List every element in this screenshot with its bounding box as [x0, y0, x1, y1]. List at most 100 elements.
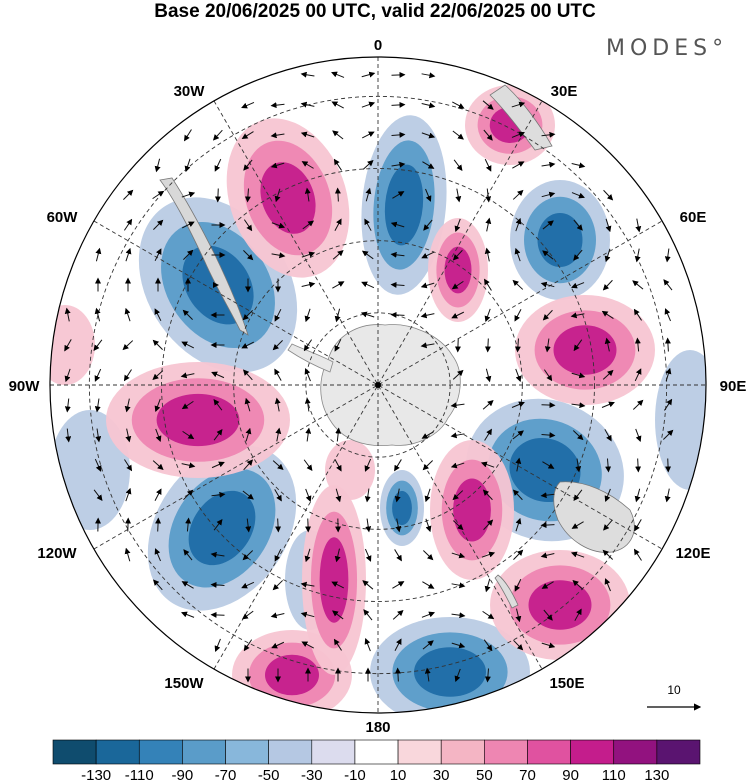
anomaly-cell: [510, 180, 610, 300]
wind-vector: [392, 191, 405, 199]
wind-vector: [181, 611, 195, 618]
vector-reference-label: 10: [667, 683, 681, 697]
wind-vector: [455, 188, 462, 203]
wind-vector: [485, 217, 492, 232]
wind-vector: [300, 611, 315, 618]
colorbar-swatch: [397, 739, 442, 765]
lon-label-180: 180: [365, 719, 390, 736]
wind-vector: [484, 278, 492, 291]
colorbar-swatch: [311, 739, 356, 765]
wind-vector: [454, 668, 461, 683]
wind-vector: [514, 309, 522, 322]
lon-label-120w: 120W: [37, 545, 77, 562]
wind-vector: [421, 251, 435, 259]
wind-vector: [454, 218, 461, 233]
wind-vector: [242, 550, 254, 561]
wind-vector: [334, 338, 342, 352]
wind-vector: [301, 161, 314, 169]
wind-vector: [334, 218, 342, 231]
wind-vector: [270, 132, 285, 139]
wind-vector: [331, 581, 345, 589]
wind-vector: [391, 131, 406, 138]
wind-vector: [421, 132, 436, 139]
wind-vector: [571, 162, 586, 169]
wind-vector: [395, 518, 402, 533]
wind-vector: [181, 191, 196, 198]
wind-vector: [604, 488, 611, 502]
lon-label-120e: 120E: [675, 545, 710, 562]
wind-vector: [304, 368, 311, 382]
wind-vector: [275, 518, 282, 533]
anomaly-cell: [361, 115, 447, 295]
wind-vector: [603, 189, 614, 201]
wind-vector: [420, 312, 435, 319]
wind-vector: [360, 311, 375, 318]
colorbar-tick-label: 70: [519, 767, 536, 783]
wind-vector: [512, 489, 523, 501]
wind-vector: [213, 518, 223, 531]
wind-vector: [181, 462, 196, 469]
wind-vector: [482, 489, 493, 501]
wind-vector: [480, 461, 495, 468]
wind-vector: [123, 189, 134, 200]
wind-vector: [454, 338, 461, 353]
wind-vector: [424, 488, 431, 503]
wind-vector: [332, 610, 344, 620]
colorbar-swatch: [354, 739, 399, 765]
colorbar-swatch: [138, 739, 183, 765]
wind-vector: [392, 581, 405, 589]
wind-vector: [512, 161, 525, 169]
wind-vector: [271, 641, 285, 649]
wind-vector: [515, 608, 522, 623]
wind-vector: [571, 521, 584, 529]
wind-vector: [542, 461, 555, 469]
colorbar-swatch: [52, 739, 97, 765]
wind-vector: [241, 101, 255, 109]
wind-vector: [332, 250, 344, 260]
wind-vector: [124, 547, 131, 562]
wind-vector: [423, 550, 434, 561]
wind-vector: [181, 341, 195, 349]
wind-vector: [241, 610, 254, 620]
wind-vector: [182, 430, 195, 440]
lon-label-60e: 60E: [680, 209, 707, 226]
modes-logo: MODES°: [606, 36, 729, 61]
wind-vector: [64, 398, 71, 413]
wind-vector: [180, 372, 195, 379]
lon-label-0: 0: [374, 37, 382, 54]
wind-vector: [602, 369, 614, 380]
colorbar-tick-label: 50: [476, 767, 493, 783]
wind-vector: [94, 368, 102, 382]
wind-vector: [305, 488, 312, 503]
colorbar-tick-label: -30: [301, 767, 323, 783]
colorbar-swatch: [570, 739, 615, 765]
wind-vector: [482, 100, 494, 110]
wind-vector: [394, 638, 402, 651]
wind-vector: [211, 461, 225, 469]
meridian-line: [93, 220, 663, 550]
wind-vector: [303, 339, 313, 352]
wind-vector: [634, 337, 641, 352]
wind-vector: [664, 337, 671, 352]
wind-vector: [394, 667, 401, 682]
wind-vector: [335, 427, 342, 442]
wind-vector: [512, 430, 524, 440]
wind-vector: [665, 458, 672, 473]
wind-vector: [482, 400, 494, 410]
wind-vector: [422, 460, 433, 471]
wind-vector: [65, 428, 72, 443]
wind-vector: [604, 429, 612, 442]
wind-vector: [664, 488, 671, 503]
wind-vector: [512, 279, 524, 290]
wind-vector: [154, 398, 161, 413]
wind-vector: [214, 188, 221, 203]
wind-vector: [390, 251, 405, 258]
wind-vector: [451, 612, 466, 619]
wind-vector: [305, 427, 312, 442]
wind-vector: [363, 609, 373, 621]
wind-vector: [514, 338, 521, 353]
wind-vector: [601, 401, 615, 408]
wind-vector: [422, 640, 434, 650]
wind-vector: [243, 459, 254, 471]
wind-vector: [122, 340, 134, 351]
